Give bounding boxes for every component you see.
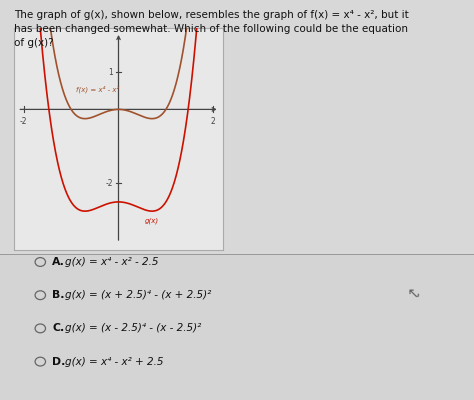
Text: g(x): g(x) [145, 217, 159, 224]
Text: f(x) = x⁴ - x²: f(x) = x⁴ - x² [76, 85, 119, 93]
Text: g(x) = (x + 2.5)⁴ - (x + 2.5)²: g(x) = (x + 2.5)⁴ - (x + 2.5)² [65, 290, 212, 300]
Text: g(x) = x⁴ - x² - 2.5: g(x) = x⁴ - x² - 2.5 [65, 257, 159, 267]
Text: g(x) = (x - 2.5)⁴ - (x - 2.5)²: g(x) = (x - 2.5)⁴ - (x - 2.5)² [65, 323, 201, 334]
Text: 2: 2 [211, 117, 216, 126]
Text: 1: 1 [108, 68, 113, 77]
Text: -2: -2 [105, 179, 113, 188]
Text: has been changed somewhat. Which of the following could be the equation: has been changed somewhat. Which of the … [14, 24, 408, 34]
Text: of g(x)?: of g(x)? [14, 38, 54, 48]
Text: -2: -2 [20, 117, 27, 126]
Text: D.: D. [52, 357, 65, 366]
Text: g(x) = x⁴ - x² + 2.5: g(x) = x⁴ - x² + 2.5 [65, 356, 164, 367]
Text: C.: C. [52, 323, 64, 334]
Text: The graph of g(x), shown below, resembles the graph of f(x) = x⁴ - x², but it: The graph of g(x), shown below, resemble… [14, 10, 409, 20]
Text: B.: B. [52, 290, 64, 300]
Text: A.: A. [52, 257, 65, 267]
Text: $\hookleftarrow$: $\hookleftarrow$ [401, 281, 424, 303]
